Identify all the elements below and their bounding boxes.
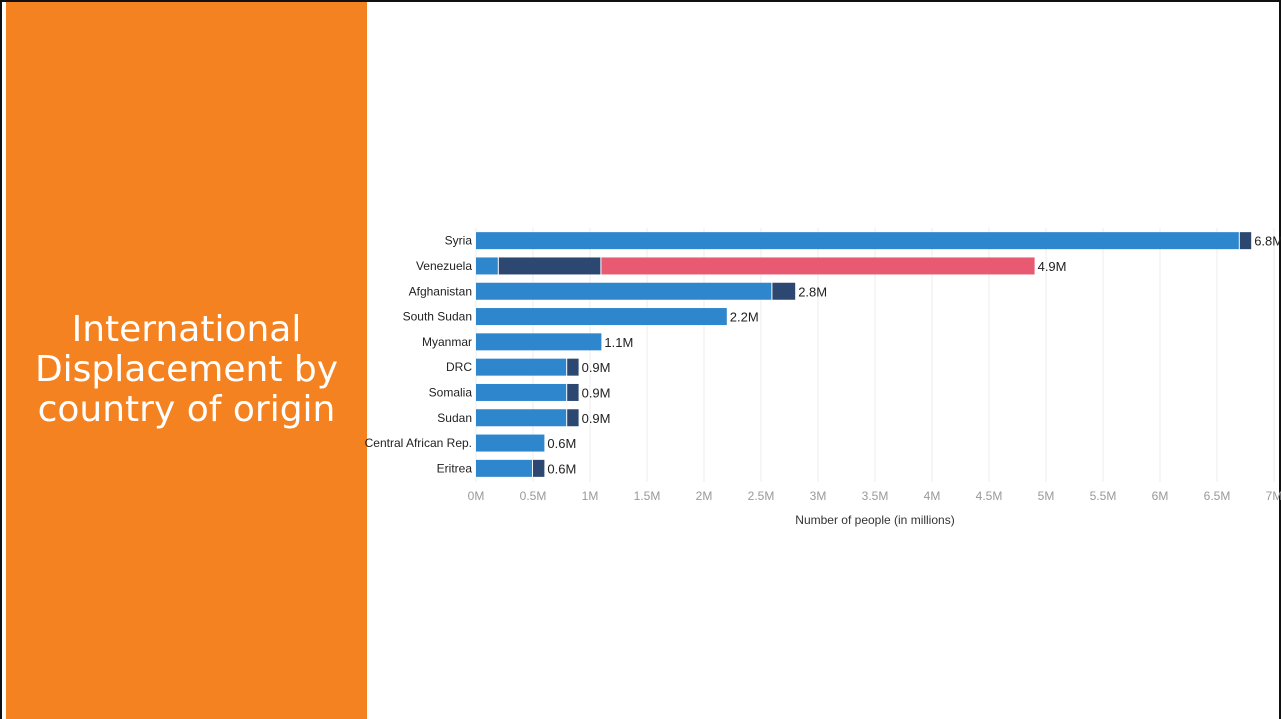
bar-segment <box>567 358 579 376</box>
x-tick-label: 7M <box>1266 489 1281 503</box>
bar-segment <box>476 333 602 351</box>
category-label: Eritrea <box>437 461 473 475</box>
x-tick-label: 1M <box>582 489 599 503</box>
x-tick-label: 0.5M <box>520 489 547 503</box>
x-tick-label: 2M <box>696 489 713 503</box>
value-label: 0.6M <box>547 436 576 451</box>
x-tick-label: 0M <box>468 489 485 503</box>
slide-title: International Displacement by country of… <box>34 308 339 430</box>
x-tick-label: 5M <box>1038 489 1055 503</box>
category-label: Sudan <box>437 411 472 425</box>
title-panel: International Displacement by country of… <box>6 2 367 719</box>
category-label: South Sudan <box>403 310 472 324</box>
bar-segment <box>567 383 579 401</box>
value-label: 4.9M <box>1038 259 1067 274</box>
x-tick-label: 4.5M <box>976 489 1003 503</box>
bar-segment <box>476 383 567 401</box>
category-label: Afghanistan <box>409 284 472 298</box>
bar-segment <box>772 282 796 300</box>
bar-segment <box>1239 232 1252 250</box>
bar-segment <box>476 434 545 452</box>
value-label: 0.9M <box>582 411 611 426</box>
x-tick-label: 1.5M <box>634 489 661 503</box>
category-label: Venezuela <box>416 259 472 273</box>
x-axis-title: Number of people (in millions) <box>795 513 954 527</box>
bar-segment <box>601 257 1035 275</box>
bar-segment <box>476 282 772 300</box>
bar-segment <box>498 257 601 275</box>
value-label: 1.1M <box>604 335 633 350</box>
bar-segment <box>476 358 567 376</box>
value-label: 2.2M <box>730 310 759 325</box>
category-label: Somalia <box>429 385 473 399</box>
x-tick-label: 6.5M <box>1204 489 1231 503</box>
x-tick-label: 5.5M <box>1090 489 1117 503</box>
x-tick-label: 3M <box>810 489 827 503</box>
category-label: Syria <box>445 234 473 248</box>
value-label: 0.6M <box>547 461 576 476</box>
category-label: Myanmar <box>422 335 472 349</box>
bar-segment <box>567 409 579 427</box>
value-label: 0.9M <box>582 385 611 400</box>
x-tick-label: 2.5M <box>748 489 775 503</box>
bar-segment <box>476 409 567 427</box>
bar-segment <box>476 459 532 477</box>
bar-segment <box>476 257 498 275</box>
value-label: 6.8M <box>1254 234 1281 249</box>
category-label: Central African Rep. <box>365 436 472 450</box>
value-label: 0.9M <box>582 360 611 375</box>
bar-segment <box>533 459 545 477</box>
category-label: DRC <box>446 360 472 374</box>
value-label: 2.8M <box>798 284 827 299</box>
x-tick-label: 6M <box>1152 489 1169 503</box>
x-tick-label: 3.5M <box>862 489 889 503</box>
bar-segment <box>476 308 727 326</box>
bar-segment <box>476 232 1239 250</box>
x-tick-label: 4M <box>924 489 941 503</box>
